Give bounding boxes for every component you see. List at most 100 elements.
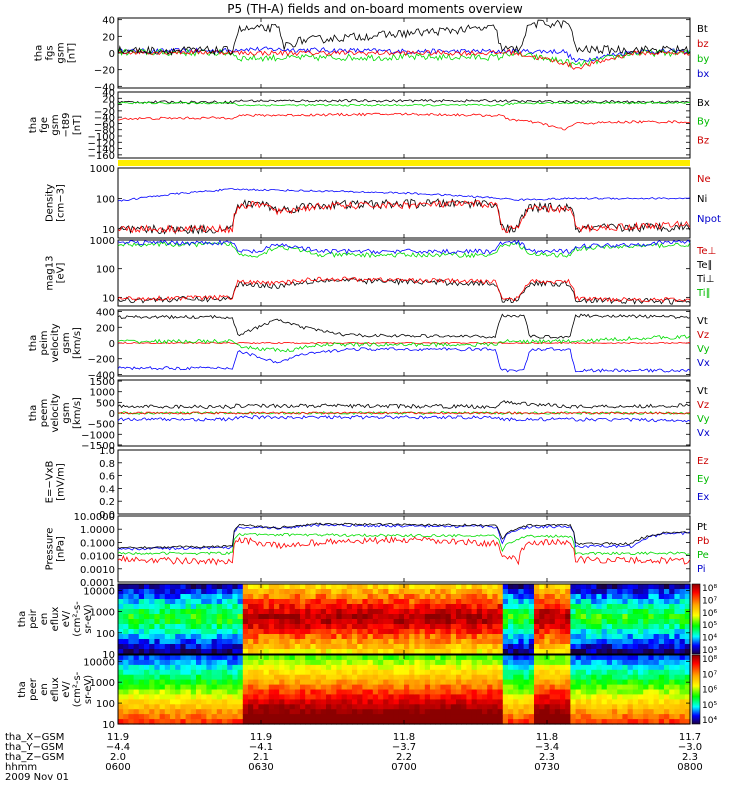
y-tick-label: −160 bbox=[88, 151, 115, 162]
footer-value: 0630 bbox=[248, 762, 273, 773]
y-tick-label: 10 bbox=[102, 293, 115, 304]
y-axis-label-peir: thapeirenefluxeV/(cm²-s-sr-eV) bbox=[17, 601, 94, 637]
series-line-temp-1 bbox=[117, 239, 691, 255]
y-tick-label: 100 bbox=[96, 629, 115, 640]
y-tick-label: −140 bbox=[88, 145, 115, 156]
footer-value: 0800 bbox=[677, 762, 702, 773]
spectrogram-peir bbox=[118, 584, 691, 655]
series-line-pressure-3 bbox=[117, 522, 690, 549]
colorbar-tick-label: 10⁶ bbox=[702, 686, 717, 696]
series-line-fgs-0 bbox=[117, 46, 691, 63]
series-line-fge-0 bbox=[117, 99, 691, 104]
y-axis-label-peer: thapeerenefluxeV/(cm²-s-sr-eV) bbox=[17, 671, 94, 707]
footer-value: 11.9 bbox=[250, 732, 272, 743]
series-line-vel_peem-3 bbox=[117, 400, 691, 410]
y-tick-label: 0.8 bbox=[99, 459, 115, 470]
legend-label-efield: Ez bbox=[697, 456, 709, 467]
y-tick-label: 0.0001 bbox=[80, 578, 115, 589]
y-tick-label: 40 bbox=[102, 88, 115, 99]
legend-label-pressure: Pb bbox=[697, 536, 709, 547]
series-line-vel_esa-2 bbox=[117, 347, 691, 373]
y-axis-label-fgs: thafgsgsm[nT] bbox=[34, 42, 78, 63]
footer-value: 11.8 bbox=[393, 732, 415, 743]
legend-label-efield: Ey bbox=[697, 474, 709, 485]
series-line-pressure-0 bbox=[117, 532, 691, 556]
legend-label-vel_esa: Vy bbox=[697, 344, 710, 355]
y-tick-label: 1000 bbox=[90, 236, 115, 247]
panel-frame-fgs bbox=[117, 17, 691, 89]
plot-title: P5 (TH-A) fields and on-board moments ov… bbox=[227, 2, 523, 16]
y-tick-label: 0.2 bbox=[99, 497, 115, 508]
legend-label-vel_esa: Vz bbox=[697, 330, 709, 341]
y-tick-label: 10 bbox=[102, 650, 115, 661]
y-tick-label: 1000 bbox=[90, 608, 115, 619]
y-tick-label: 20 bbox=[102, 32, 115, 43]
y-tick-label: 1.0000 bbox=[80, 525, 115, 536]
y-tick-label: 0 bbox=[109, 409, 115, 420]
panel-frame-pressure bbox=[117, 515, 691, 583]
series-line-vel_peem-2 bbox=[117, 415, 691, 423]
series-line-density-1 bbox=[117, 198, 691, 235]
y-tick-label: 0 bbox=[109, 101, 115, 112]
legend-label-pressure: Pt bbox=[697, 522, 707, 533]
legend-label-efield: Ex bbox=[697, 492, 709, 503]
y-tick-label: −1000 bbox=[81, 430, 115, 441]
footer-value: −3.0 bbox=[678, 742, 702, 753]
y-tick-label: 0 bbox=[109, 49, 115, 60]
footer-value: 11.8 bbox=[536, 732, 558, 743]
footer-value: 11.9 bbox=[107, 732, 129, 743]
y-tick-label: 1000 bbox=[90, 164, 115, 175]
series-line-pressure-1 bbox=[117, 523, 691, 551]
footer-value: −3.4 bbox=[535, 742, 559, 753]
y-axis-label-vel_esa: thapeimvelocitygsm[km/s] bbox=[28, 323, 83, 362]
legend-label-fgs: Bt bbox=[697, 24, 708, 35]
legend-label-vel_peem: Vx bbox=[697, 428, 710, 439]
y-tick-label: 1.0 bbox=[99, 446, 115, 457]
y-tick-label: −200 bbox=[88, 355, 115, 366]
footer-value: −3.7 bbox=[392, 742, 416, 753]
colorbar-tick-label: 10⁵ bbox=[702, 701, 717, 711]
legend-label-density: Ni bbox=[697, 194, 707, 205]
legend-label-density: Npot bbox=[697, 214, 721, 225]
series-line-fgs-1 bbox=[117, 48, 691, 69]
y-tick-label: 1000 bbox=[90, 678, 115, 689]
y-tick-label: −20 bbox=[94, 107, 115, 118]
legend-label-fge: Bz bbox=[697, 135, 709, 146]
colorbar-peer bbox=[691, 654, 701, 725]
y-tick-label: −100 bbox=[88, 132, 115, 143]
colorbar-tick-label: 10⁴ bbox=[702, 716, 717, 726]
panel-frame-efield bbox=[117, 449, 691, 515]
spectrogram-peer bbox=[118, 655, 691, 725]
legend-label-vel_peem: Vy bbox=[697, 414, 710, 425]
footer-value: 2.1 bbox=[253, 752, 269, 763]
y-tick-label: 10 bbox=[102, 225, 115, 236]
y-tick-label: 0.6 bbox=[99, 472, 115, 483]
footer-row-label: tha_Y−GSM bbox=[5, 742, 64, 753]
colorbar-tick-label: 10⁷ bbox=[702, 596, 717, 606]
legend-label-vel_peem: Vz bbox=[697, 400, 709, 411]
series-line-vel_esa-1 bbox=[117, 334, 691, 353]
y-tick-label: 0.0 bbox=[99, 510, 115, 521]
y-tick-label: −40 bbox=[94, 113, 115, 124]
y-tick-label: 10.0000 bbox=[74, 512, 115, 523]
legend-label-temp: Ti⊥ bbox=[696, 274, 714, 285]
legend-label-fge: By bbox=[697, 117, 710, 128]
y-axis-label-pressure: Pressure[nPa] bbox=[45, 528, 67, 571]
legend-label-fgs: bz bbox=[697, 39, 709, 50]
y-tick-label: 100 bbox=[96, 194, 115, 205]
legend-label-fgs: bx bbox=[697, 69, 709, 80]
y-tick-label: −80 bbox=[94, 126, 115, 137]
y-axis-label-temp: mag13[eV] bbox=[45, 256, 67, 291]
footer-value: −4.1 bbox=[249, 742, 273, 753]
y-tick-label: 1000 bbox=[90, 388, 115, 399]
series-line-temp-2 bbox=[117, 277, 691, 305]
legend-label-vel_peem: Vt bbox=[697, 386, 708, 397]
colorbar-tick-label: 10⁴ bbox=[702, 634, 717, 644]
y-tick-label: 200 bbox=[96, 323, 115, 334]
colorbar-tick-label: 10⁸ bbox=[702, 584, 717, 594]
y-tick-label: 40 bbox=[102, 16, 115, 27]
colorbar-tick-label: 10⁸ bbox=[702, 655, 717, 665]
colorbar-tick-label: 10⁶ bbox=[702, 609, 717, 619]
series-line-pressure-2 bbox=[117, 536, 691, 566]
